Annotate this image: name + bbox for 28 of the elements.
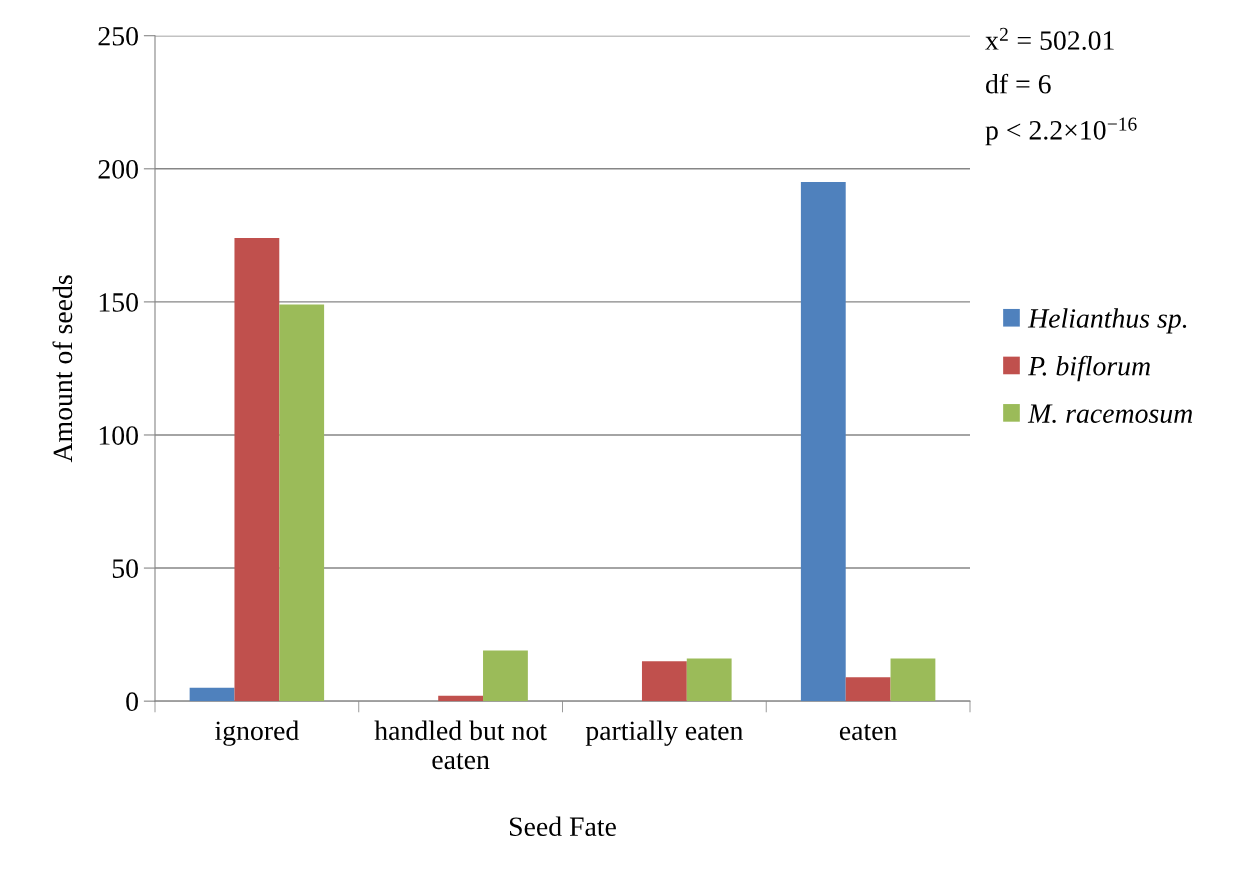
bar: [234, 238, 280, 702]
x-tick-label: partially eaten: [585, 720, 743, 746]
bar: [279, 304, 325, 702]
x-tick-label: ignored: [215, 720, 299, 746]
legend-label: M. racemosum: [1027, 404, 1193, 424]
text: x$^{2}$ = 502.01: [985, 27, 1114, 51]
y-tick-label: 50: [112, 559, 138, 578]
bar: [800, 182, 846, 702]
x-tick-label: eaten: [839, 724, 897, 741]
bar: [686, 658, 732, 702]
bar: [438, 695, 484, 702]
y-tick-label: 200: [98, 159, 138, 179]
x-tick-label: handled but not eaten: [374, 720, 547, 770]
y-tick-label: 250: [98, 26, 138, 46]
bar: [641, 661, 687, 702]
bar: [890, 658, 936, 702]
text: df = 6: [986, 73, 1051, 94]
y-axis-title: Amount of seeds: [52, 275, 73, 463]
legend-label: Helianthus sp.: [1027, 308, 1187, 334]
bar: [845, 677, 891, 702]
bar: [189, 687, 235, 702]
y-tick-label: 0: [126, 692, 138, 712]
legend-label: P. biflorum: [1028, 355, 1150, 382]
bar: [483, 650, 528, 702]
y-tick-label: 150: [99, 293, 138, 312]
x-axis-title: Seed Fate: [509, 816, 616, 837]
text: p < 2.2×10$^{−16}$: [985, 117, 1137, 146]
y-tick-label: 100: [99, 426, 138, 445]
